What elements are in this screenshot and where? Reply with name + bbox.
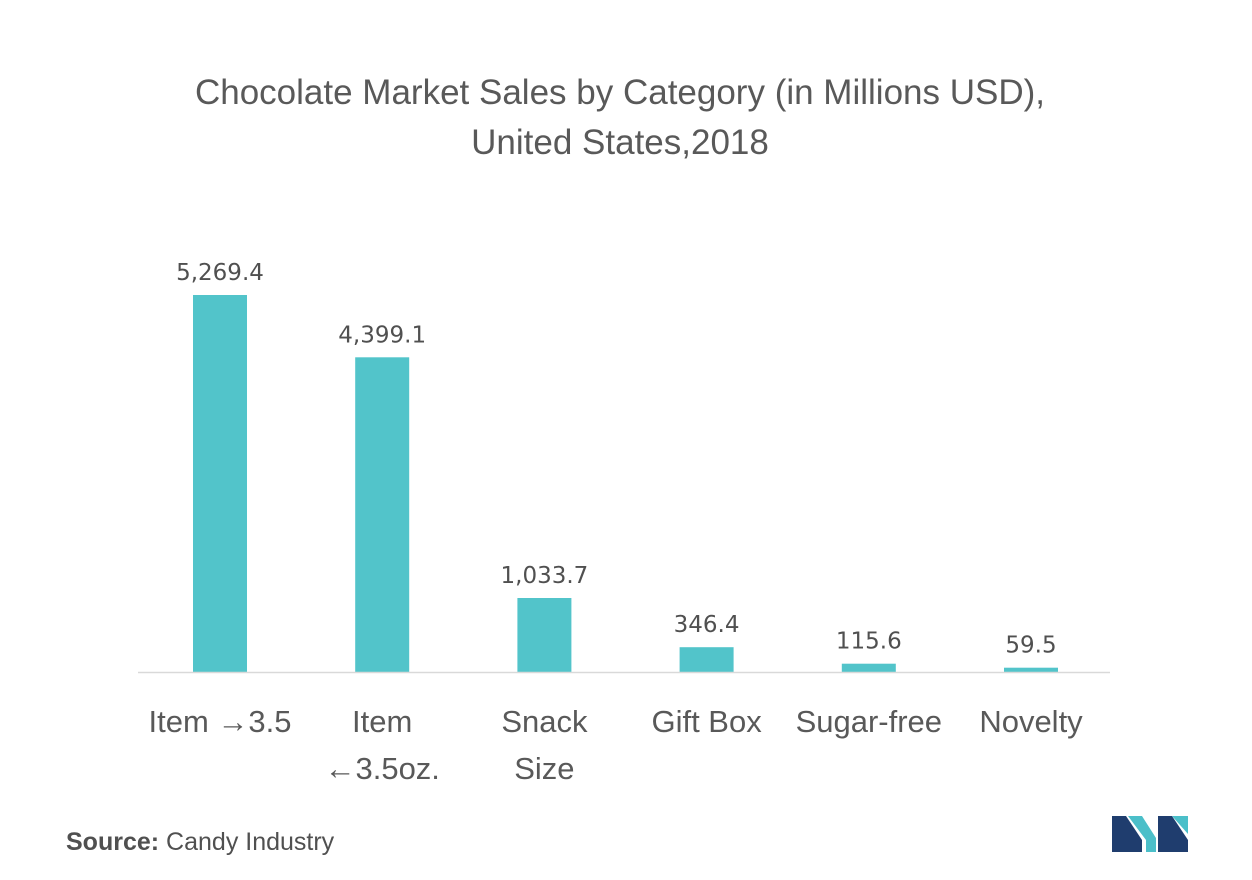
tick-label-4-line-0: Sugar-free	[796, 704, 942, 739]
tick-label-3-line-0: Gift Box	[651, 704, 762, 739]
bar-0	[193, 295, 247, 672]
chart-title: Chocolate Market Sales by Category (in M…	[0, 68, 1240, 168]
bar-2	[517, 598, 572, 672]
value-label-0: 5,269.4	[176, 260, 264, 286]
logo-shape-3	[1158, 816, 1188, 852]
bar-1	[355, 357, 410, 672]
value-label-4: 115.6	[836, 629, 902, 655]
logo-shape-4	[1172, 816, 1188, 834]
value-label-1: 4,399.1	[338, 322, 426, 348]
tick-label-0-line-0: Item →3.5	[149, 704, 292, 739]
source-key: Source:	[66, 828, 160, 856]
tick-label-3: Gift Box	[651, 704, 762, 739]
tick-label-2-line-1: Size	[514, 751, 574, 786]
tick-label-0: Item →3.5	[149, 704, 292, 739]
tick-labels-layer: Item →3.5 Item ←3.5oz. Snack Size Gift Box Sug…	[149, 704, 1084, 786]
logo-shape-2	[1128, 816, 1156, 852]
bar-3	[679, 647, 734, 672]
value-label-3: 346.4	[674, 612, 740, 638]
tick-label-2-line-0: Snack	[501, 704, 588, 739]
tick-label-1: Item ←3.5oz.	[324, 704, 439, 786]
tick-label-2: Snack Size	[501, 704, 588, 786]
tick-label-4: Sugar-free	[796, 704, 942, 739]
source-note: Source: Candy Industry	[66, 828, 334, 857]
value-label-2: 1,033.7	[501, 563, 589, 589]
value-label-5: 59.5	[1005, 633, 1056, 659]
tick-label-5: Novelty	[979, 704, 1083, 739]
tick-label-1-line-1: ←3.5oz.	[324, 751, 439, 786]
tick-label-1-line-0: Item	[352, 704, 412, 739]
mordor-intelligence-logo-icon	[1112, 816, 1188, 852]
chart-subtitle: United States,2018	[471, 123, 769, 162]
logo-shape-1	[1112, 816, 1142, 852]
source-value: Candy Industry	[166, 828, 335, 856]
bars-layer	[193, 295, 1058, 672]
bar-5	[1004, 667, 1058, 672]
tick-label-5-line-0: Novelty	[979, 704, 1083, 739]
bar-4	[841, 663, 896, 672]
value-labels-layer: 5,269.4 4,399.1 1,033.7 346.4 115.6 59.5	[176, 260, 1057, 659]
chart-title-line1: Chocolate Market Sales by Category (in M…	[194, 73, 1046, 112]
